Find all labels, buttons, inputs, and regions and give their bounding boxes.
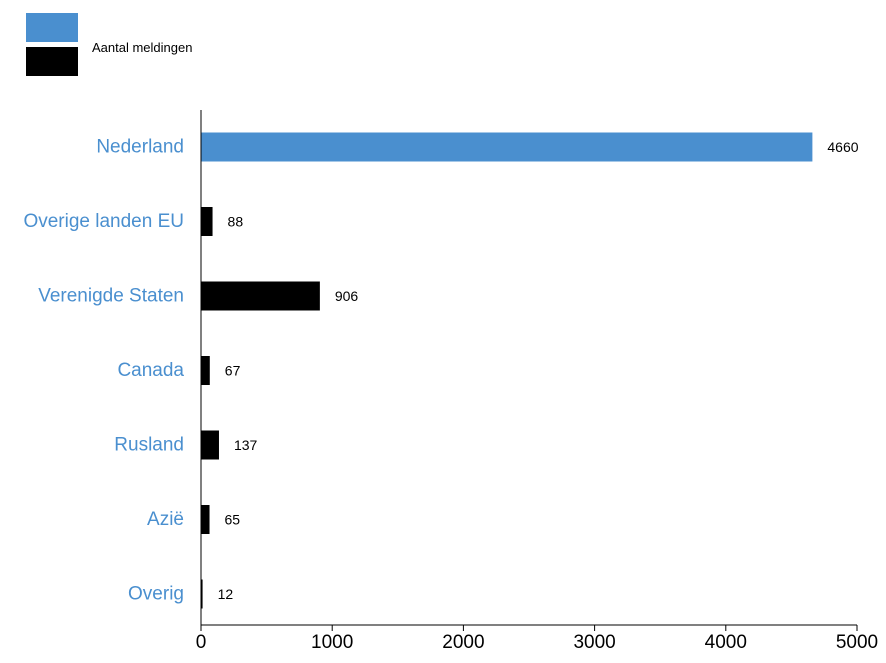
axes-group: 0 1000 2000 3000 4000 5000: [196, 110, 878, 653]
bar-nederland: [201, 132, 813, 162]
legend-label: Aantal meldingen: [92, 40, 192, 55]
x-tick-label-3000: 3000: [573, 632, 615, 653]
category-label-verenigde-staten: Verenigde Staten: [38, 286, 184, 307]
value-label-overige-landen-eu: 88: [228, 214, 244, 230]
category-label-rusland: Rusland: [114, 435, 184, 456]
bar-rusland: [201, 430, 219, 460]
bar-canada: [201, 356, 210, 385]
value-label-overig: 12: [218, 586, 234, 602]
bar-overige-landen-eu: [201, 207, 213, 236]
x-tick-label-2000: 2000: [442, 632, 484, 653]
x-tick-label-4000: 4000: [705, 632, 747, 653]
value-label-nederland: 4660: [827, 139, 858, 155]
bars-group: Nederland 4660 Overige landen EU 88 Verenigd…: [23, 132, 859, 609]
category-label-overig: Overig: [128, 584, 184, 605]
bar-verenigde-staten: [201, 281, 320, 311]
x-tick-label-0: 0: [196, 632, 207, 653]
value-label-azie: 65: [225, 512, 241, 528]
bar-azie: [201, 505, 210, 534]
category-label-canada: Canada: [117, 360, 184, 381]
value-label-verenigde-staten: 906: [335, 288, 359, 304]
bar-overig: [201, 579, 203, 609]
x-tick-label-5000: 5000: [836, 632, 878, 653]
x-tick-label-1000: 1000: [311, 632, 353, 653]
category-label-overige-landen-eu: Overige landen EU: [23, 211, 184, 232]
value-label-canada: 67: [225, 363, 241, 379]
legend-swatch-1: [26, 13, 78, 42]
legend: Aantal meldingen: [26, 13, 192, 76]
legend-swatch-2: [26, 47, 78, 76]
category-label-nederland: Nederland: [96, 137, 184, 158]
category-label-azie: Azië: [147, 509, 184, 530]
value-label-rusland: 137: [234, 437, 258, 453]
